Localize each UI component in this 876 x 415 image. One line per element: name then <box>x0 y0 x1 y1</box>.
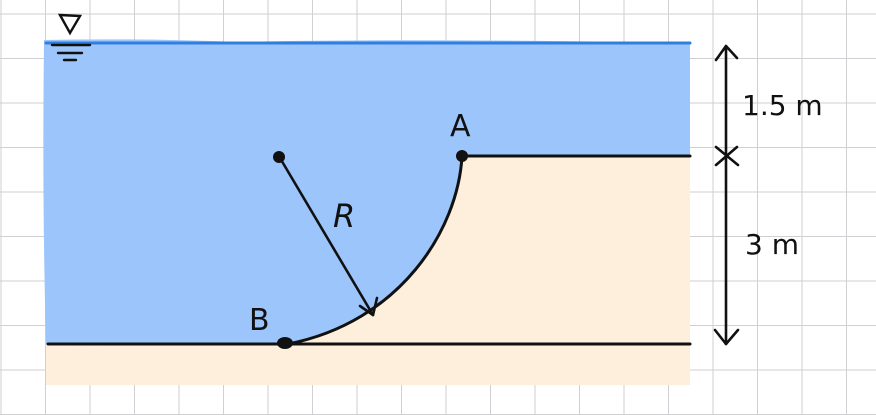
dimension-lower-label: 3 m <box>745 228 799 261</box>
dimension-upper-label: 1.5 m <box>742 89 823 122</box>
point-b-label: B <box>249 303 270 338</box>
curved-gate-surface <box>286 154 464 346</box>
radius-arrow <box>278 156 379 317</box>
point-b-marker <box>277 337 293 349</box>
radius-label: R <box>333 197 355 235</box>
soil-region <box>46 156 690 385</box>
point-a-label: A <box>450 109 471 144</box>
point-a-marker <box>456 150 468 162</box>
free-surface-triangle-icon <box>50 13 92 62</box>
water-region <box>43 39 691 344</box>
depth-dimension-arrow <box>713 44 740 346</box>
